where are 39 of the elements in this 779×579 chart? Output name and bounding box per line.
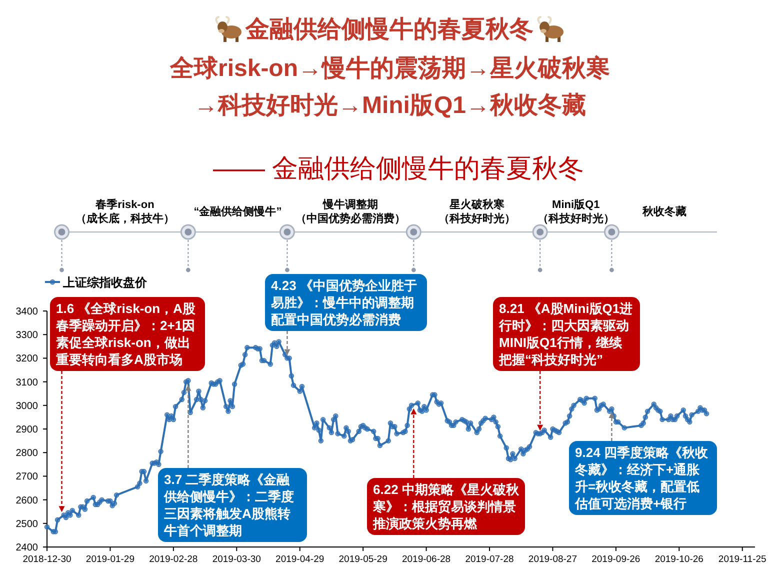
chart-title: 金融供给侧慢牛的春夏秋冬 — [246, 16, 534, 43]
x-tick-label: 2019-09-26 — [592, 554, 640, 565]
annotation: 8.21 《A股Mini版Q1进行时》：四大因素驱动MINI版Q1行情，继续把握“科技好时光” — [493, 297, 640, 371]
text: 星火破秋寒（科技好时光） — [437, 198, 516, 226]
annotation: 9.24 四季度策略《秋收冬藏》：经济下+通胀升=秋收冬藏，配置低估值可选消费+银行 — [569, 441, 717, 515]
x-tick-label: 2019-04-29 — [276, 554, 324, 565]
y-tick-label: 2600 — [16, 495, 38, 506]
y-tick-label: 2800 — [16, 448, 38, 460]
y-tick-label: 3000 — [16, 400, 38, 412]
x-tick-label: 2019-10-26 — [654, 554, 704, 565]
text: —— 金融供给侧慢牛的春夏秋冬 — [213, 153, 584, 183]
y-tick-label: 3300 — [16, 330, 38, 342]
x-tick-label: 2018-12-30 — [22, 554, 72, 565]
y-tick-label: 2900 — [16, 424, 38, 436]
annotation: 1.6 《全球risk-on，A股春季躁动开启》：2+1因素促全球risk-on，做出重要转向看多A股市场 — [50, 297, 205, 371]
text: “金融供给侧慢牛” — [192, 205, 283, 219]
x-tick-label: 2019-08-27 — [528, 554, 578, 565]
x-tick-label: 2019-11-25 — [718, 554, 766, 565]
annotation: 6.22 中期策略《星火破秋寒》：根据贸易谈判情景推演政策火势再燃 — [367, 478, 525, 535]
y-tick-label: 3400 — [16, 306, 38, 318]
x-tick-label: 2019-01-29 — [86, 554, 135, 565]
text: 春季risk-on（成长底，科技牛） — [74, 198, 176, 226]
y-tick-label: 2700 — [16, 472, 38, 483]
y-tick-label: 2400 — [16, 542, 38, 554]
text: 秋收冬藏 — [642, 206, 686, 218]
x-tick-label: 2019-07-28 — [465, 554, 514, 565]
text: 慢牛调整期（中国优势必需消费） — [294, 198, 406, 226]
x-tick-label: 2019-06-28 — [402, 554, 451, 565]
x-tick-label: 2019-02-28 — [149, 554, 198, 565]
x-tick-label: 2019-03-30 — [212, 554, 261, 565]
y-tick-label: 3100 — [16, 377, 38, 388]
y-tick-label: 3200 — [16, 354, 38, 365]
annotation: 4.23 《中国优势企业胜于易胜》：慢牛中的调整期配置中国优势必需消费 — [265, 274, 427, 331]
legend-label: 上证综指收盘价 — [62, 276, 148, 290]
y-tick-label: 2500 — [16, 518, 38, 530]
annotation: 3.7 二季度策略《金融供给侧慢牛》：二季度三因素将触发A股熊转牛首个调整期 — [158, 468, 307, 542]
x-tick-label: 2019-05-29 — [338, 554, 388, 565]
text: 全球risk-on→慢牛的震荡期→星火破秋寒→科技好时光→Mini版Q1→秋收冬藏 — [170, 55, 610, 119]
text: Mini版Q1（科技好时光） — [536, 198, 616, 226]
